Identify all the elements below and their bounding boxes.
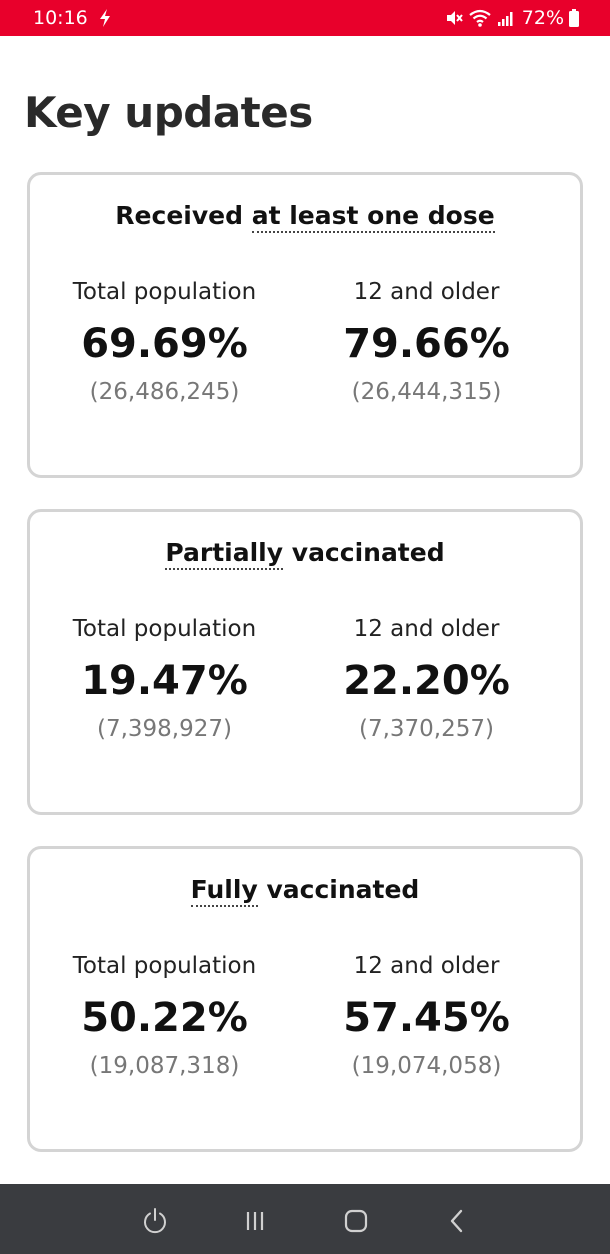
card-title-rest: vaccinated — [257, 875, 420, 904]
back-icon[interactable] — [440, 1204, 474, 1238]
column-total-population: Total population 19.47% (7,398,927) — [27, 616, 302, 742]
home-icon[interactable] — [339, 1204, 373, 1238]
count-value: (7,398,927) — [96, 716, 232, 742]
column-total-population: Total population 69.69% (26,486,245) — [27, 279, 302, 405]
column-label: 12 and older — [353, 616, 500, 642]
percent-value: 79.66% — [343, 321, 510, 367]
card-title: Received at least one dose — [30, 201, 580, 233]
battery-icon — [568, 8, 580, 28]
card-title: Fully vaccinated — [30, 875, 580, 907]
count-value: (26,444,315) — [351, 379, 502, 405]
card-title-term-link[interactable]: at least one dose — [251, 201, 495, 233]
battery-percent: 72% — [521, 7, 564, 29]
column-12-and-older: 12 and older 22.20% (7,370,257) — [289, 616, 564, 742]
flash-icon — [97, 8, 113, 28]
card-title-rest: vaccinated — [283, 538, 445, 567]
card-title-text: Received — [115, 201, 252, 230]
card-title-term-link[interactable]: Fully — [190, 875, 258, 907]
card-title-term-link[interactable]: Partially — [165, 538, 284, 570]
status-bar: 10:16 72% — [0, 0, 610, 36]
card-fully-vaccinated: Fully vaccinated Total population 50.22%… — [27, 846, 583, 1152]
page-title: Key updates — [24, 88, 313, 137]
status-icons: 72% — [444, 6, 580, 30]
mute-icon — [444, 8, 464, 28]
count-value: (19,087,318) — [89, 1053, 240, 1079]
column-label: 12 and older — [353, 953, 500, 979]
column-12-and-older: 12 and older 79.66% (26,444,315) — [289, 279, 564, 405]
status-time: 10:16 — [33, 7, 88, 29]
column-label: Total population — [72, 953, 257, 979]
column-total-population: Total population 50.22% (19,087,318) — [27, 953, 302, 1079]
count-value: (19,074,058) — [351, 1053, 502, 1079]
recent-apps-icon[interactable] — [238, 1204, 272, 1238]
count-value: (26,486,245) — [89, 379, 240, 405]
percent-value: 50.22% — [81, 995, 248, 1041]
card-title: Partially vaccinated — [30, 538, 580, 570]
card-at-least-one-dose: Received at least one dose Total populat… — [27, 172, 583, 478]
signal-icon — [496, 8, 516, 28]
column-label: Total population — [72, 279, 257, 305]
count-value: (7,370,257) — [358, 716, 494, 742]
column-12-and-older: 12 and older 57.45% (19,074,058) — [289, 953, 564, 1079]
wifi-icon — [468, 8, 492, 28]
navigation-bar — [0, 1184, 610, 1254]
column-label: 12 and older — [353, 279, 500, 305]
percent-value: 69.69% — [81, 321, 248, 367]
column-label: Total population — [72, 616, 257, 642]
percent-value: 22.20% — [343, 658, 510, 704]
power-icon[interactable] — [138, 1204, 172, 1238]
percent-value: 19.47% — [81, 658, 248, 704]
card-partially-vaccinated: Partially vaccinated Total population 19… — [27, 509, 583, 815]
percent-value: 57.45% — [343, 995, 510, 1041]
